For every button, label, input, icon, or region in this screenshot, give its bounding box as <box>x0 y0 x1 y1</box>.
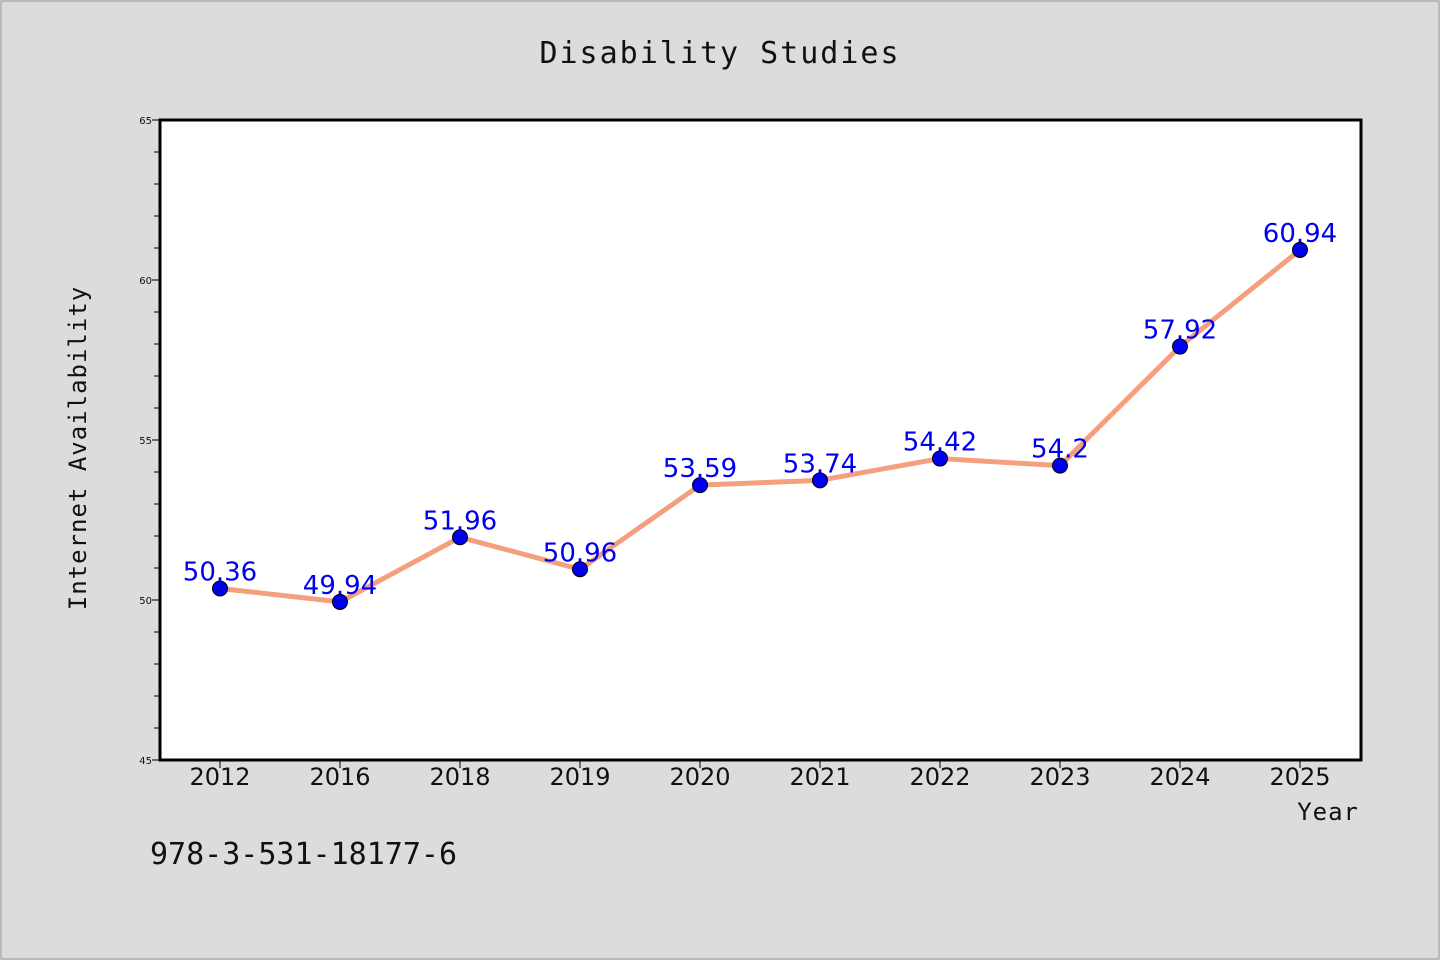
data-label: 51.96 <box>423 506 497 536</box>
y-tick-label: 60 <box>139 276 152 287</box>
data-point <box>932 450 948 467</box>
x-axis-label: Year <box>1297 798 1359 826</box>
chart-title: Disability Studies <box>539 36 900 71</box>
data-label: 54.2 <box>1031 435 1089 465</box>
y-tick-label: 50 <box>139 596 152 607</box>
plot-area <box>158 118 1363 762</box>
data-label: 49.94 <box>303 571 377 601</box>
data-label: 50.96 <box>543 538 617 568</box>
x-tick-label: 2024 <box>1149 763 1210 791</box>
data-point <box>332 593 348 610</box>
series-line-group: 50.36 49.94 51.96 50.96 53.59 53.74 54.42 54.2 5… <box>183 219 1337 610</box>
series-line <box>217 247 1303 605</box>
data-label: 60.94 <box>1263 219 1337 249</box>
data-label: 53.59 <box>663 454 737 484</box>
y-axis: 45 50 55 60 65 <box>139 116 160 767</box>
x-tick-label: 2019 <box>549 763 610 791</box>
data-point <box>692 477 708 494</box>
y-tick-label: 45 <box>139 756 152 767</box>
x-tick-label: 2020 <box>669 763 730 791</box>
x-axis: 2012 2016 2018 2019 2020 2021 2022 2023 2024 2025 <box>189 760 1331 791</box>
data-label: 50.36 <box>183 557 257 587</box>
data-point <box>812 472 828 489</box>
data-point <box>452 529 468 546</box>
x-tick-label: 2018 <box>429 763 490 791</box>
footer-text: 978-3-531-18177-6 <box>150 837 457 872</box>
data-label: 54.42 <box>903 428 977 458</box>
y-axis-label: Internet Availability <box>64 286 92 610</box>
data-point <box>1052 457 1068 474</box>
x-tick-label: 2021 <box>789 763 850 791</box>
data-point <box>212 580 228 597</box>
data-point <box>1292 241 1308 258</box>
x-tick-label: 2025 <box>1269 763 1330 791</box>
data-label: 57.92 <box>1143 316 1217 346</box>
data-point <box>572 561 588 578</box>
y-tick-label: 55 <box>139 436 152 447</box>
x-tick-label: 2016 <box>309 763 370 791</box>
data-label: 53.74 <box>783 449 857 479</box>
x-tick-label: 2022 <box>909 763 970 791</box>
y-tick-label: 65 <box>139 116 152 127</box>
data-point <box>1172 338 1188 355</box>
x-tick-label: 2012 <box>189 763 250 791</box>
x-tick-label: 2023 <box>1029 763 1090 791</box>
